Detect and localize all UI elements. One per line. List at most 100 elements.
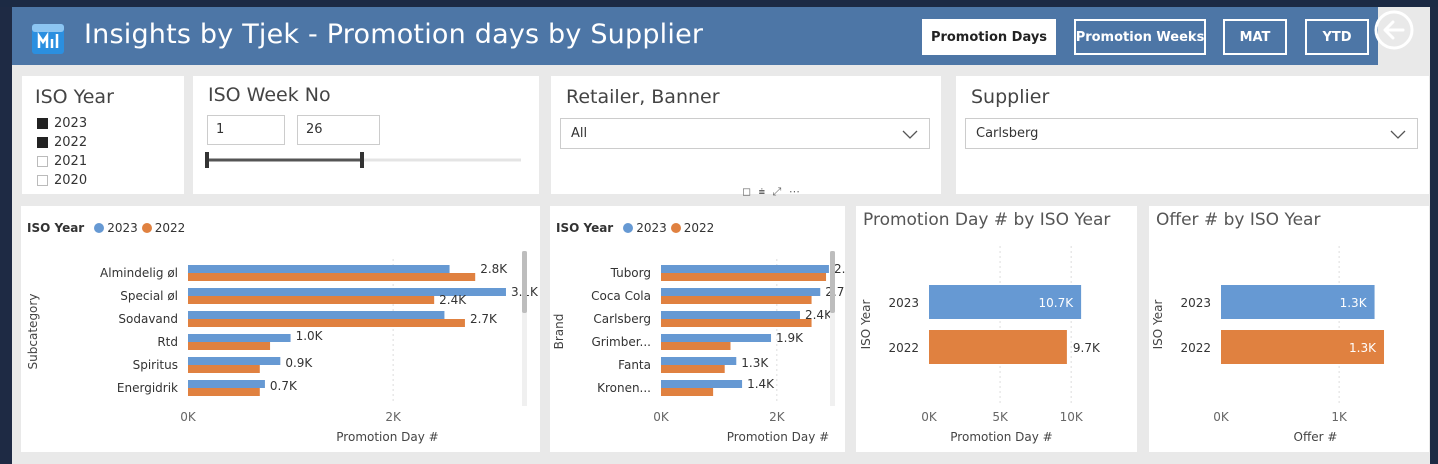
bar-2022[interactable] (661, 319, 812, 327)
checkbox-checked-icon[interactable] (37, 137, 48, 148)
bar-2022[interactable] (188, 296, 435, 304)
bar-2023[interactable] (661, 357, 737, 365)
data-label: 2.4K (805, 308, 833, 322)
data-label: 1.9K (776, 331, 804, 345)
data-label: 1.4K (747, 377, 775, 391)
retailer-dropdown-value: All (571, 126, 588, 141)
bar-2022[interactable] (661, 296, 812, 304)
supplier-slicer: Supplier Carlsberg (956, 76, 1429, 194)
x-axis-title: Promotion Day # (336, 430, 438, 444)
tjek-logo-icon (32, 24, 64, 54)
bar-2022[interactable] (661, 342, 731, 350)
legend-label-2022: 2022 (683, 221, 715, 235)
data-label: 0.9K (285, 356, 313, 370)
bar-2023[interactable] (661, 288, 821, 296)
subcategory-chart-card: ISO Year 2023 2022 0K 2K Almindelig øl Spec… (21, 206, 540, 452)
bar-2023[interactable] (188, 334, 291, 342)
legend-label-2023: 2023 (107, 221, 138, 235)
x-tick-label: 0K (1213, 410, 1230, 424)
promotion-weeks-button[interactable]: Promotion Weeks (1074, 19, 1206, 55)
data-label: 2.4K (439, 293, 467, 307)
slider-end-handle[interactable] (360, 152, 364, 168)
back-arrow-icon[interactable] (1372, 8, 1416, 52)
chevron-down-icon[interactable] (901, 128, 919, 140)
top-strip (0, 0, 1438, 7)
iso-year-option-2020[interactable]: 2020 (37, 173, 87, 188)
bar-2023[interactable] (661, 380, 743, 388)
bar-2023[interactable] (929, 285, 1082, 319)
category-label: Kronen... (597, 381, 651, 395)
x-tick-label: 5K (992, 410, 1009, 424)
iso-week-slicer: ISO Week No 1 26 (193, 76, 539, 194)
bar-2022[interactable] (188, 273, 476, 281)
header-bar: Insights by Tjek - Promotion days by Sup… (12, 7, 1378, 65)
x-tick-label: 1K (1331, 410, 1348, 424)
category-label: 2022 (888, 341, 919, 355)
data-label: 0.7K (270, 379, 298, 393)
scrollbar-thumb[interactable] (522, 251, 527, 313)
promotion-day-by-year-card: Promotion Day # by ISO Year 0K 5K 10K 2023 1… (856, 206, 1137, 452)
supplier-dropdown[interactable]: Carlsberg (965, 118, 1418, 149)
bar-2023[interactable] (661, 265, 829, 273)
bar-2022[interactable] (661, 388, 714, 396)
data-label: 1.3K (1340, 296, 1368, 310)
chart4-title: Offer # by ISO Year (1156, 210, 1321, 230)
offer-by-year-chart: 0K 1K 2023 1.3K 2022 1.3K ISO Year Offer # (1151, 246, 1385, 444)
bar-2022[interactable] (188, 342, 271, 350)
offer-by-year-card: Offer # by ISO Year 0K 1K 2023 1.3K 2022 1.3K… (1149, 206, 1429, 452)
bar-2023[interactable] (661, 311, 800, 319)
y-axis-title: ISO Year (859, 300, 873, 350)
bar-2023[interactable] (188, 288, 506, 296)
bar-2023[interactable] (188, 357, 281, 365)
chart1-legend: ISO Year 2023 2022 (27, 221, 186, 235)
x-axis-title: Promotion Day # (727, 430, 829, 444)
week-to-input[interactable]: 26 (297, 115, 380, 145)
iso-year-option-2022[interactable]: 2022 (37, 135, 87, 150)
brand-chart-card: ISO Year 2023 2022 0K 2K Tuborg Coca Cola Ca… (550, 206, 845, 452)
category-label: Coca Cola (591, 289, 651, 303)
week-from-input[interactable]: 1 (207, 115, 285, 145)
visual-header-icons[interactable]: ◻ ⩧ ⤢ ⋯ (742, 185, 802, 198)
category-label: Sodavand (118, 312, 178, 326)
checkbox-unchecked-icon[interactable] (37, 175, 48, 186)
y-axis-title: Brand (552, 314, 566, 350)
bar-2022[interactable] (188, 388, 260, 396)
bar-2022[interactable] (661, 365, 725, 373)
scrollbar-thumb[interactable] (830, 251, 835, 313)
bar-2022[interactable] (188, 365, 260, 373)
bar-2022[interactable] (188, 319, 465, 327)
data-label: 1.3K (1349, 341, 1377, 355)
legend-label-2022: 2022 (154, 221, 186, 235)
bar-2023[interactable] (661, 334, 772, 342)
category-label: Spiritus (133, 358, 178, 372)
ytd-button[interactable]: YTD (1305, 19, 1369, 55)
scrollbar-track[interactable] (522, 251, 527, 406)
bar-2023[interactable] (188, 265, 450, 273)
promotion-days-button[interactable]: Promotion Days (922, 19, 1056, 55)
chevron-down-icon[interactable] (1389, 128, 1407, 140)
iso-year-option-2021[interactable]: 2021 (37, 154, 87, 169)
bar-2022[interactable] (1221, 330, 1385, 364)
bar-2022[interactable] (661, 273, 827, 281)
page-title: Insights by Tjek - Promotion days by Sup… (84, 19, 704, 50)
checkbox-checked-icon[interactable] (37, 118, 48, 129)
slider-start-handle[interactable] (205, 152, 209, 168)
data-label: 2.9K (834, 262, 845, 276)
chart2-legend: ISO Year 2023 2022 (556, 221, 715, 235)
week-range-slider[interactable] (201, 150, 531, 170)
category-label: Almindelig øl (100, 266, 178, 280)
scrollbar-track[interactable] (830, 251, 835, 406)
checkbox-unchecked-icon[interactable] (37, 156, 48, 167)
iso-year-option-2023[interactable]: 2023 (37, 116, 87, 131)
category-label: 2023 (1180, 296, 1211, 310)
retailer-slicer-title: Retailer, Banner (566, 86, 720, 108)
mat-button[interactable]: MAT (1223, 19, 1287, 55)
y-axis-title: ISO Year (1151, 300, 1165, 350)
bar-2023[interactable] (188, 380, 265, 388)
bar-2023[interactable] (1221, 285, 1375, 319)
y-axis-title: Subcategory (26, 294, 40, 370)
retailer-dropdown[interactable]: All (560, 118, 930, 149)
bar-2022[interactable] (929, 330, 1067, 364)
data-label: 2.7K (470, 312, 498, 326)
bar-2023[interactable] (188, 311, 445, 319)
